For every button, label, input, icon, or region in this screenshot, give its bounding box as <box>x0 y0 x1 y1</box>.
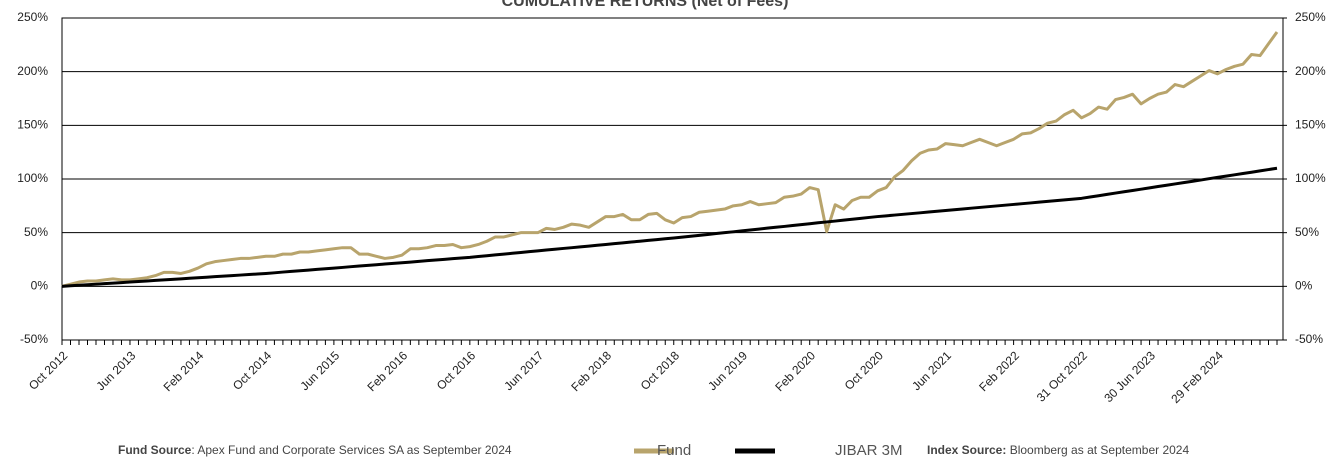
index-source: Index Source: Bloomberg as at September … <box>927 443 1189 457</box>
y-tick-label: 100% <box>17 171 48 185</box>
x-tick-label: Oct 2012 <box>26 348 71 393</box>
x-tick-label: Jun 2021 <box>909 348 954 393</box>
legend-label: Fund <box>657 442 691 458</box>
y2-tick-label: 150% <box>1295 118 1326 132</box>
index-source-label: Index Source: <box>927 443 1006 457</box>
y2-tick-label: 100% <box>1295 171 1326 185</box>
series-line <box>61 31 1279 288</box>
x-tick-label: 30 Jun 2023 <box>1101 348 1158 405</box>
y2-tick-label: 200% <box>1295 64 1326 78</box>
x-tick-label: Feb 2014 <box>161 348 207 394</box>
y2-tick-label: 50% <box>1295 225 1319 239</box>
x-tick-label: 31 Oct 2022 <box>1034 348 1090 404</box>
x-tick-label: Feb 2016 <box>364 348 410 394</box>
y-tick-label: -50% <box>20 332 48 346</box>
x-tick-label: Feb 2020 <box>772 348 818 394</box>
fund-source: Fund Source: Apex Fund and Corporate Ser… <box>118 443 512 457</box>
y-tick-label: 50% <box>24 225 48 239</box>
x-tick-label: Jun 2017 <box>501 348 546 393</box>
y2-tick-label: 0% <box>1295 279 1313 293</box>
x-tick-label: Jun 2013 <box>94 348 139 393</box>
index-source-text: Bloomberg as at September 2024 <box>1006 443 1189 457</box>
fund-source-text: : Apex Fund and Corporate Services SA as… <box>191 443 512 457</box>
x-tick-label: Jun 2019 <box>705 348 750 393</box>
y2-tick-label: -50% <box>1295 332 1323 346</box>
x-tick-label: Feb 2018 <box>568 348 614 394</box>
fund-source-label: Fund Source <box>118 443 192 457</box>
y-tick-label: 0% <box>31 279 49 293</box>
y-tick-label: 250% <box>17 10 48 24</box>
x-tick-label: Oct 2014 <box>230 348 275 393</box>
x-tick-label: Oct 2018 <box>638 348 683 393</box>
x-tick-label: Oct 2020 <box>842 348 887 393</box>
x-tick-label: Jun 2015 <box>297 348 342 393</box>
y-tick-label: 150% <box>17 118 48 132</box>
x-tick-label: 29 Feb 2024 <box>1168 348 1226 406</box>
chart-title: CUMULATIVE RETURNS (Net of Fees) <box>502 0 789 10</box>
series-line <box>61 166 1278 288</box>
legend-label: JIBAR 3M <box>835 442 903 458</box>
x-tick-label: Feb 2022 <box>976 348 1022 394</box>
x-tick-label: Oct 2016 <box>434 348 479 393</box>
y2-tick-label: 250% <box>1295 10 1326 24</box>
y-tick-label: 200% <box>17 64 48 78</box>
